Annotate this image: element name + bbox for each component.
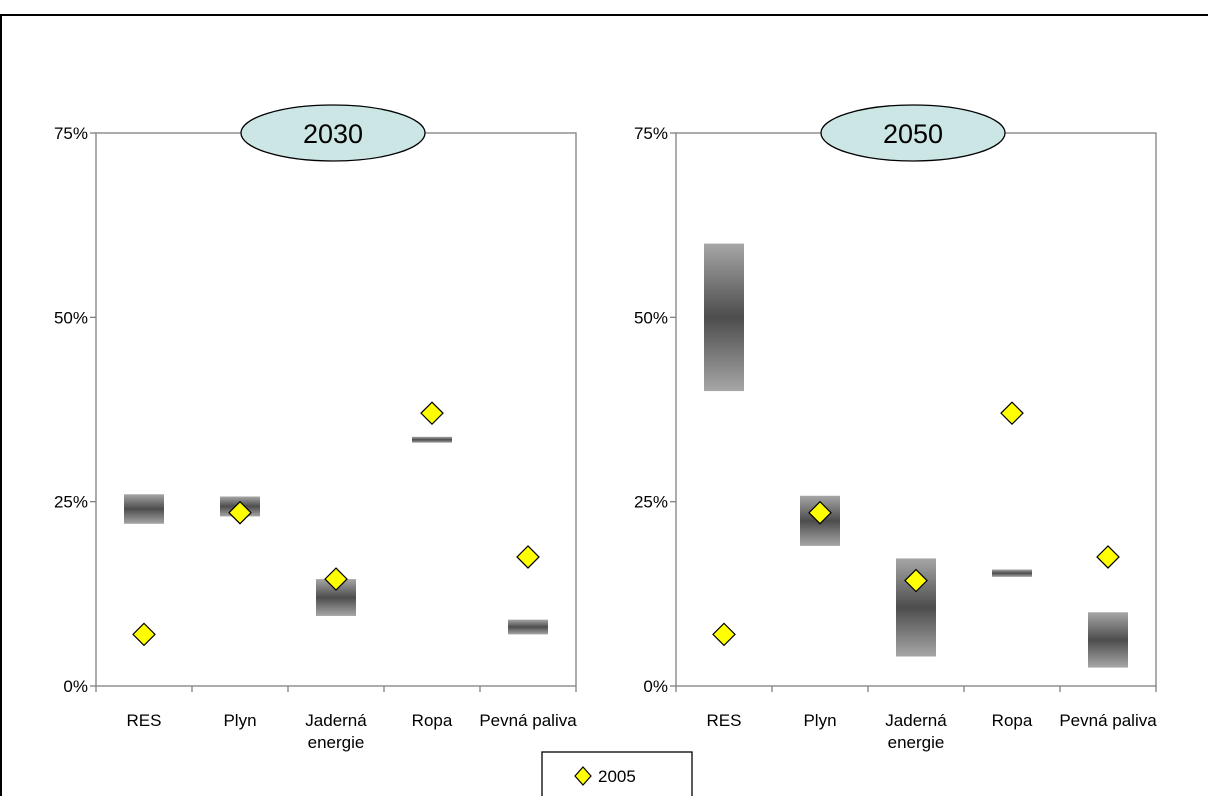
x-tick-label: Plyn	[803, 711, 836, 730]
y-tick-label: 0%	[63, 677, 88, 696]
marker-2005-plyn	[228, 500, 252, 525]
marker-2005-jaderná-energie	[904, 568, 928, 593]
x-tick-label: Ropa	[992, 711, 1033, 730]
y-tick-label: 25%	[54, 493, 88, 512]
x-tick-label: Ropa	[412, 711, 453, 730]
y-tick-label: 0%	[643, 677, 668, 696]
y-tick-label: 75%	[634, 124, 668, 143]
range-bar-res	[124, 494, 164, 524]
y-tick-label: 50%	[54, 308, 88, 327]
chart-title-bubble	[240, 104, 426, 162]
range-bar-ropa	[412, 436, 452, 443]
chart-title: 2030	[303, 119, 363, 149]
x-tick-label: RES	[707, 711, 742, 730]
marker-2005-plyn	[808, 500, 832, 525]
legend-diamond-icon	[574, 766, 592, 786]
range-bar-ropa	[992, 569, 1032, 577]
marker-2005-jaderná-energie	[324, 567, 348, 591]
marker-2005-pevná-paliva	[516, 545, 540, 569]
x-tick-label: Jaderná energie	[305, 711, 367, 752]
x-tick-label: RES	[127, 711, 162, 730]
legend-box	[541, 751, 693, 796]
chart-panel-2030: 0% 25% 50% 75% RES Plyn Jaderná energie Ropa Pevn…	[54, 104, 577, 752]
y-tick-label: 75%	[54, 124, 88, 143]
chart-panel-2050: 0% 25% 50% 75% RES Plyn Jaderná energie Ropa Pevn…	[634, 104, 1157, 752]
range-bar-res	[704, 243, 744, 392]
charts-layer: 0% 25% 50% 75% RES Plyn Jaderná energie Ropa Pevn…	[54, 104, 1157, 752]
x-tick-label: Pevná paliva	[1059, 711, 1157, 730]
x-tick-label: Plyn	[223, 711, 256, 730]
range-bar-pevná-paliva	[508, 619, 548, 635]
legend-label: 2005	[598, 767, 636, 786]
y-tick-label: 25%	[634, 493, 668, 512]
marker-2005-ropa	[420, 401, 444, 426]
x-tick-label: Pevná paliva	[479, 711, 577, 730]
marker-2005-ropa	[1000, 401, 1024, 426]
legend: 2005	[541, 751, 693, 796]
x-tick-label: Jaderná energie	[885, 711, 947, 752]
marker-2005-res	[132, 622, 156, 647]
marker-2005-res	[712, 622, 736, 647]
marker-2005-pevná-paliva	[1096, 545, 1120, 569]
chart-title: 2050	[883, 119, 943, 149]
y-tick-label: 50%	[634, 308, 668, 327]
chart-title-bubble	[820, 104, 1006, 162]
range-bar-pevná-paliva	[1088, 612, 1128, 668]
